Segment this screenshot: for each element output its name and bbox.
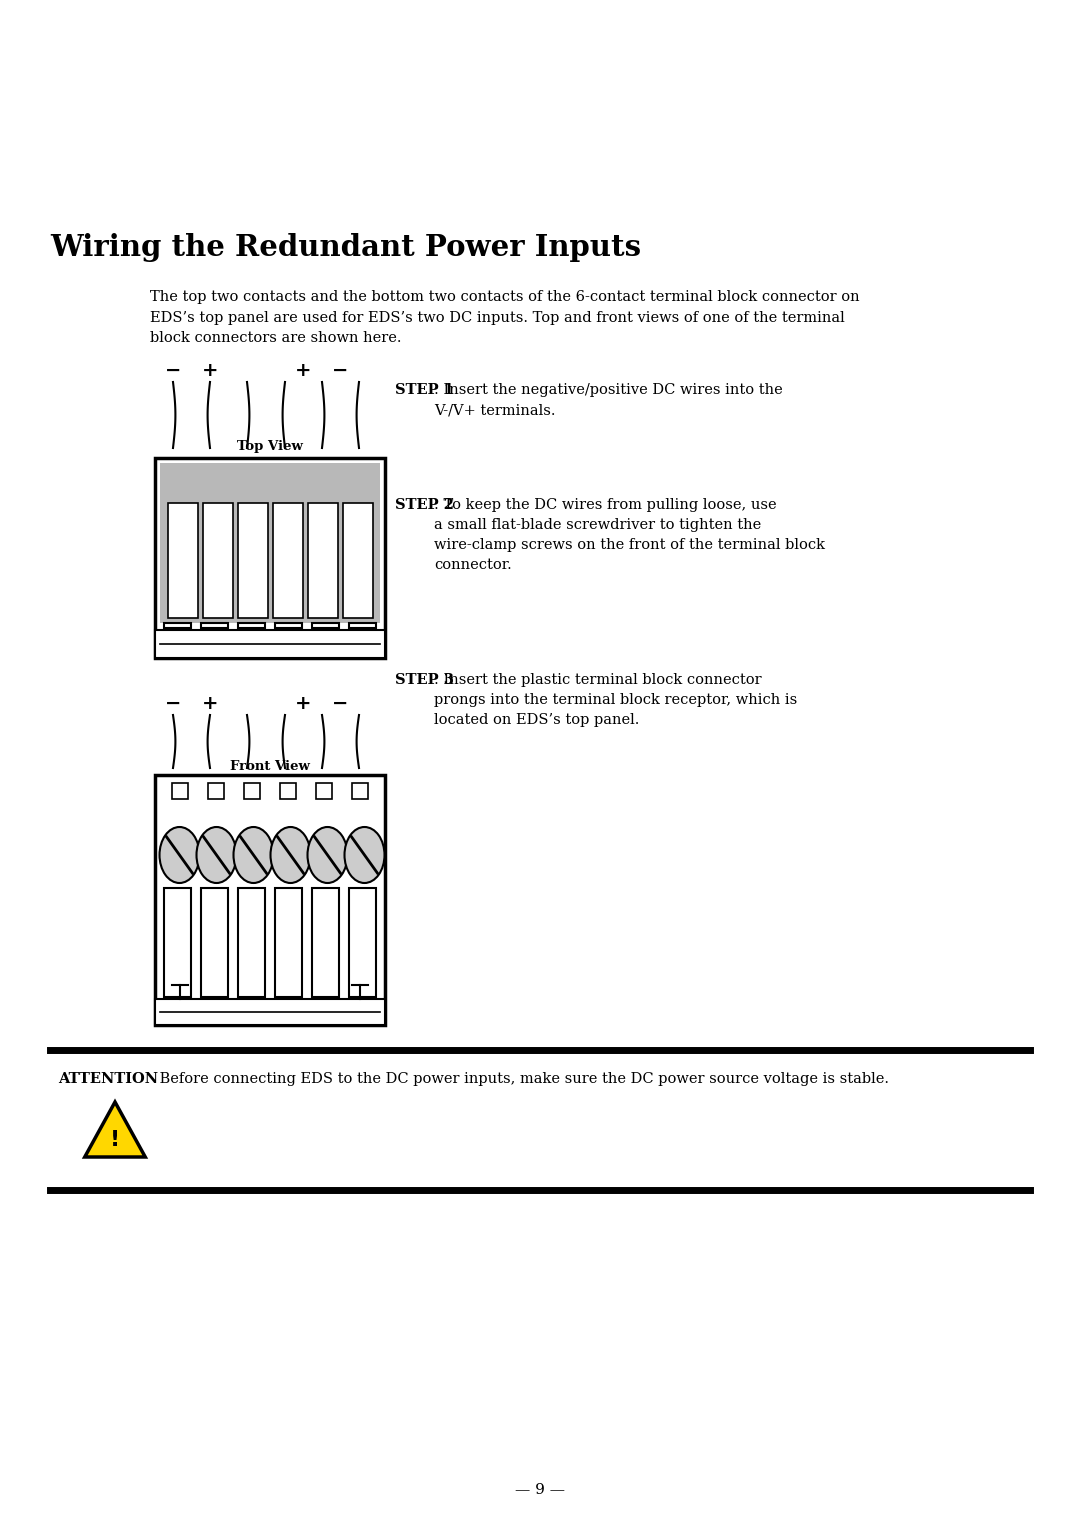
Ellipse shape [160, 827, 200, 883]
Text: The top two contacts and the bottom two contacts of the 6-contact terminal block: The top two contacts and the bottom two … [150, 290, 860, 345]
Bar [275, 623, 302, 628]
Bar [342, 503, 373, 617]
Ellipse shape [270, 827, 311, 883]
Bar [208, 782, 224, 799]
Bar [316, 782, 332, 799]
Text: Top View: Top View [238, 440, 302, 452]
Bar [156, 458, 384, 659]
Ellipse shape [197, 827, 237, 883]
Text: +: + [202, 695, 218, 714]
Bar [167, 503, 198, 617]
Polygon shape [84, 1102, 145, 1157]
Text: +: + [295, 695, 311, 714]
Text: : Insert the plastic terminal block connector
prongs into the terminal block rec: : Insert the plastic terminal block conn… [434, 672, 797, 727]
Text: : Insert the negative/positive DC wires into the
V-/V+ terminals.: : Insert the negative/positive DC wires … [434, 384, 783, 417]
Bar [156, 999, 384, 1025]
Bar [275, 888, 302, 996]
Ellipse shape [308, 827, 348, 883]
Bar [156, 630, 384, 659]
Bar [349, 888, 376, 996]
Bar [203, 503, 232, 617]
Bar [238, 888, 265, 996]
Bar [156, 775, 384, 1025]
Bar [312, 888, 339, 996]
Bar [164, 888, 191, 996]
Bar [280, 782, 296, 799]
Text: +: + [202, 362, 218, 380]
Text: STEP 2: STEP 2 [395, 498, 454, 512]
Bar [238, 623, 265, 628]
Text: ATTENTION: ATTENTION [58, 1073, 158, 1086]
Bar [238, 503, 268, 617]
Bar [308, 503, 337, 617]
Bar [244, 782, 260, 799]
Text: STEP 3: STEP 3 [395, 672, 454, 688]
Bar [172, 782, 188, 799]
Bar [312, 623, 339, 628]
Text: — 9 —: — 9 — [515, 1484, 565, 1497]
Text: STEP 1: STEP 1 [395, 384, 454, 397]
Text: Front View: Front View [230, 759, 310, 773]
Bar [201, 623, 228, 628]
Bar [352, 782, 368, 799]
Ellipse shape [233, 827, 273, 883]
Bar [349, 623, 376, 628]
Text: : To keep the DC wires from pulling loose, use
a small flat-blade screwdriver to: : To keep the DC wires from pulling loos… [434, 498, 825, 571]
Bar [201, 888, 228, 996]
Bar [272, 503, 302, 617]
Text: −: − [165, 695, 181, 714]
Text: −: − [332, 695, 348, 714]
Text: Before connecting EDS to the DC power inputs, make sure the DC power source volt: Before connecting EDS to the DC power in… [156, 1073, 889, 1086]
Text: Wiring the Redundant Power Inputs: Wiring the Redundant Power Inputs [50, 232, 642, 261]
Bar [164, 623, 191, 628]
Ellipse shape [345, 827, 384, 883]
Text: −: − [165, 362, 181, 380]
Text: +: + [295, 362, 311, 380]
Bar [160, 463, 380, 623]
Text: !: ! [110, 1131, 120, 1151]
Text: −: − [332, 362, 348, 380]
